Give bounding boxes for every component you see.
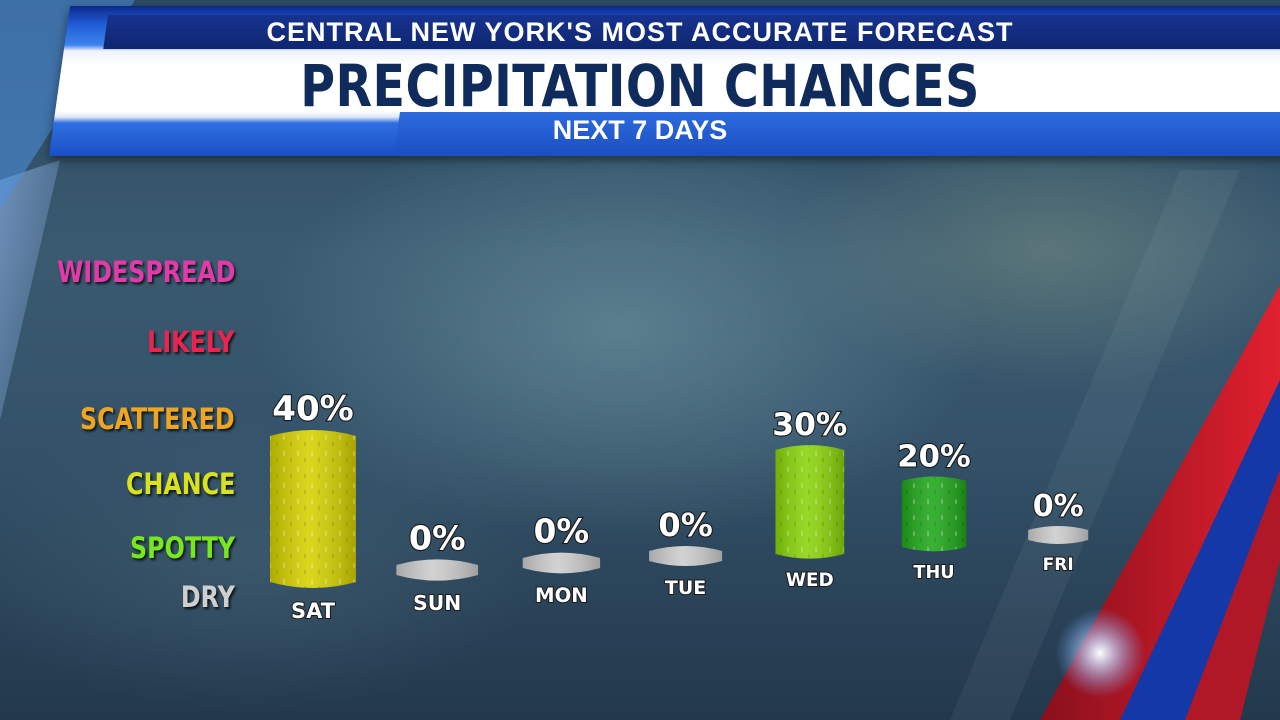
bar-shading [1028, 526, 1089, 544]
day-label-thu: THU [913, 563, 954, 583]
day-label-fri: FRI [1043, 555, 1074, 575]
bar-shading [522, 552, 601, 574]
level-chance: CHANCE [125, 467, 235, 501]
bar-shading [649, 546, 723, 566]
brand-line: CENTRAL NEW YORK'S MOST ACCURATE FORECAS… [266, 17, 1014, 47]
value-label-fri: 0% [1033, 489, 1084, 524]
bar-shading [396, 559, 479, 581]
day-label-tue: TUE [665, 577, 706, 599]
page-subtitle: NEXT 7 DAYS [552, 115, 728, 145]
bar-group-thu: 20% THU [896, 438, 972, 584]
red-stripe-2 [1185, 470, 1280, 720]
level-spotty: SPOTTY [130, 531, 235, 565]
bar-group-fri: 0% FRI [1028, 488, 1089, 576]
level-likely: LIKELY [147, 325, 235, 359]
day-label-wed: WED [786, 570, 834, 591]
level-scattered: SCATTERED [80, 402, 235, 436]
value-label-sun: 0% [409, 518, 466, 557]
day-label-sat: SAT [291, 599, 336, 623]
page-title: PRECIPITATION CHANCES [300, 52, 980, 120]
value-label-sat: 40% [272, 389, 353, 429]
value-label-wed: 30% [772, 407, 847, 443]
value-label-thu: 20% [897, 440, 970, 475]
bar-raindrop-texture [775, 445, 845, 559]
blue-stripe [1120, 380, 1280, 720]
level-widespread: WIDESPREAD [56, 255, 235, 289]
day-label-mon: MON [535, 584, 588, 607]
bar-group-sun: 0% SUN [396, 517, 479, 616]
bar-raindrop-texture [270, 430, 356, 588]
level-dry: DRY [181, 580, 235, 614]
bar-group-tue: 0% TUE [649, 505, 723, 600]
bar-group-sat: 40% SAT [270, 388, 356, 624]
day-label-sun: SUN [413, 591, 461, 615]
bar-raindrop-texture [901, 476, 967, 552]
bar-group-mon: 0% MON [522, 512, 601, 608]
bar-group-wed: 30% WED [771, 406, 848, 592]
value-label-tue: 0% [658, 506, 712, 544]
value-label-mon: 0% [534, 513, 589, 551]
lens-flare [1055, 608, 1145, 698]
